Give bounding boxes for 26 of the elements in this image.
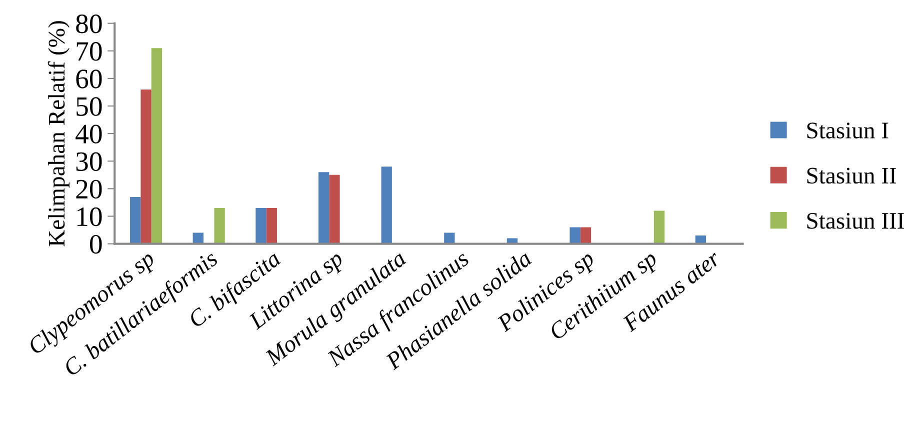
- bar: [318, 172, 330, 244]
- bar: [214, 208, 225, 244]
- bar: [256, 208, 266, 244]
- bar: [329, 174, 340, 244]
- bar: [444, 232, 455, 244]
- y-tick-label: 50: [76, 97, 102, 116]
- legend-label: Stasiun II: [807, 168, 896, 184]
- bar: [266, 208, 277, 244]
- bar: [654, 210, 665, 244]
- bar: [570, 227, 580, 244]
- y-tick-label: 20: [76, 180, 102, 199]
- legend-label: Stasiun I: [807, 122, 888, 138]
- bar: [580, 227, 592, 244]
- bar: [381, 166, 392, 244]
- y-tick-label: 40: [76, 124, 102, 144]
- legend-label: Stasiun III: [807, 212, 904, 229]
- bar: [151, 48, 162, 244]
- bar: [130, 196, 141, 244]
- y-tick-label: 60: [76, 70, 102, 88]
- y-tick-label: 70: [76, 42, 102, 61]
- y-tick-label: 30: [76, 152, 102, 172]
- y-tick-label: 80: [76, 14, 102, 34]
- y-tick-label: 10: [77, 207, 102, 226]
- y-axis-title: Kelimpahan Relatif (%): [48, 21, 70, 246]
- y-tick-label: 0: [90, 234, 102, 254]
- bar: [140, 89, 152, 244]
